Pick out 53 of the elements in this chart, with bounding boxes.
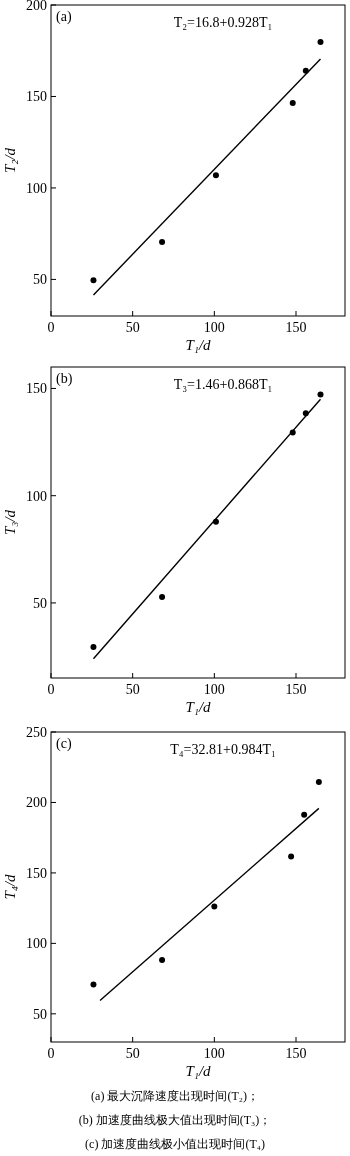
text: (a) 最大沉降速度出现时间(T₂)； [91, 1089, 259, 1103]
y-tick-label: 100 [26, 936, 47, 952]
chart-title: (c) [56, 736, 72, 752]
x-axis-title: T₁/d [185, 337, 212, 353]
point [212, 172, 219, 179]
x-tick-label: 150 [285, 320, 307, 335]
x-tick-label: 50 [125, 682, 140, 697]
point [317, 391, 324, 398]
y-tick-label: 50 [33, 595, 47, 611]
text: (c) 加速度曲线极小值出现时间(T₄) [85, 1137, 265, 1151]
y-axis-title: T₄/d [2, 873, 18, 900]
point [159, 593, 166, 600]
y-tick-label: 50 [33, 1006, 47, 1022]
point [301, 811, 308, 818]
point [317, 38, 324, 45]
x-tick-label: 0 [47, 1046, 55, 1061]
x-tick-label: 0 [47, 320, 55, 335]
y-axis-title: T₃/d [2, 509, 18, 536]
point [90, 643, 97, 650]
point [288, 853, 295, 860]
point [289, 100, 296, 107]
x-tick-label: 0 [47, 682, 55, 697]
point [90, 277, 97, 284]
x-axis-title: T₁/d [185, 1063, 212, 1079]
annotation: T₃=1.46+0.868T₁ [173, 377, 273, 392]
y-tick-label: 50 [33, 272, 47, 288]
text: (b) 加速度曲线极大值出现时间(T₃)； [78, 1113, 272, 1127]
y-tick-label: 150 [26, 381, 47, 397]
point [315, 778, 322, 785]
y-tick-label: 200 [26, 0, 47, 13]
x-tick-label: 100 [203, 1046, 225, 1061]
x-tick-label: 50 [125, 320, 140, 335]
chart-title: (a) [56, 9, 72, 25]
annotation: T₄=32.81+0.984T₁ [170, 742, 276, 757]
point [90, 981, 97, 988]
x-tick-label: 100 [203, 682, 225, 697]
x-tick-label: 100 [203, 320, 225, 335]
x-tick-label: 50 [125, 1046, 140, 1061]
x-axis-title: T₁/d [185, 699, 212, 715]
y-tick-label: 250 [26, 725, 47, 740]
y-tick-label: 200 [26, 795, 47, 811]
y-tick-label: 100 [26, 488, 47, 504]
y-tick-label: 150 [26, 865, 47, 881]
y-axis-title: T₂/d [2, 147, 18, 174]
x-tick-label: 150 [285, 1046, 307, 1061]
point [159, 238, 166, 245]
y-tick-label: 100 [26, 180, 47, 196]
point [159, 956, 166, 963]
y-tick-label: 150 [26, 89, 47, 105]
chart-title: (b) [56, 371, 73, 387]
x-tick-label: 150 [285, 682, 307, 697]
point [211, 903, 218, 910]
annotation: T₂=16.8+0.928T₁ [173, 15, 273, 30]
